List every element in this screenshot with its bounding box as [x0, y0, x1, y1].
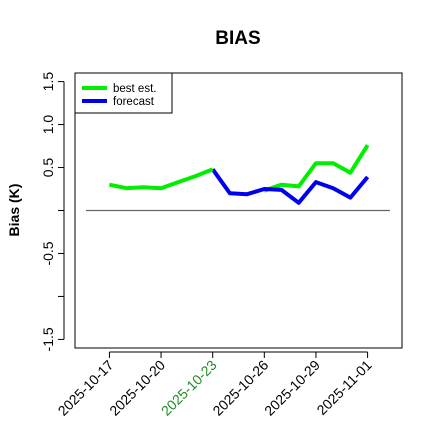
- plot-frame: [74, 72, 403, 349]
- chart-title: BIAS: [215, 28, 260, 49]
- y-tick-label: 0.5: [40, 158, 56, 178]
- x-axis: 2025-10-172025-10-202025-10-232025-10-26…: [55, 351, 375, 419]
- forecast-series-line: [211, 168, 370, 205]
- y-axis-label: Bias (K): [6, 184, 22, 237]
- best-est-late-series-line: [263, 144, 370, 193]
- legend-box: [74, 72, 173, 114]
- y-tick-label: 1.0: [40, 115, 56, 135]
- best-est--series-line: [109, 167, 214, 191]
- x-tick-label: 2025-11-01: [313, 357, 374, 418]
- y-tick-label: -0.5: [40, 241, 56, 265]
- x-tick-label: 2025-10-29: [261, 357, 323, 419]
- legend: best est. forecast: [74, 72, 173, 114]
- y-tick-label: -1.5: [40, 327, 56, 351]
- legend-label-best-est: best est.: [113, 83, 156, 95]
- legend-label-forecast: forecast: [113, 96, 155, 108]
- series-layer: [109, 144, 370, 205]
- y-tick-label: 1.5: [40, 72, 56, 92]
- y-axis: -1.5 -0.5 0.5 1.0 1.5: [40, 72, 65, 351]
